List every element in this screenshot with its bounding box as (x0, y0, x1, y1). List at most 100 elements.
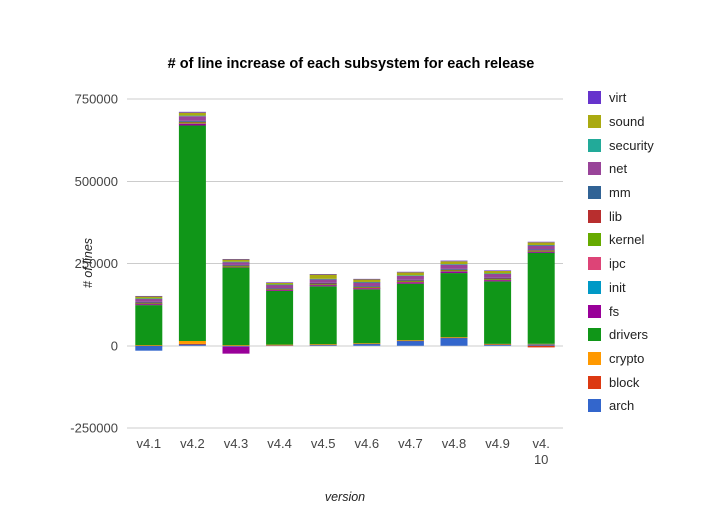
bar-segment-drivers (396, 283, 424, 341)
bar-segment-virt (440, 260, 468, 262)
bar-segment-sound (266, 282, 294, 285)
bar-segment-mm (266, 288, 294, 289)
bar-segment-ipc (309, 284, 337, 286)
chart-legend: virt sound security net mm lib kernel ipc init fs… (588, 86, 654, 418)
legend-swatch-mm (588, 186, 601, 200)
legend-label: kernel (609, 232, 645, 248)
bar-segment-mm (353, 285, 381, 287)
bar-segment-arch (353, 343, 381, 346)
bar-segment-fs (266, 289, 294, 292)
bar-segment-security (135, 298, 163, 300)
bar-segment-security (178, 115, 206, 117)
x-tick-label: v4. (533, 436, 550, 451)
bar-segment-kernel (222, 265, 250, 267)
bar-segment-fs (222, 346, 250, 354)
bar-segment-virt (527, 241, 555, 243)
bar-segment-ipc (440, 271, 468, 272)
bar-segment-lib (353, 286, 381, 288)
bar-segment-sound (353, 279, 381, 282)
legend-label: sound (609, 114, 645, 130)
bar-segment-kernel (135, 302, 163, 304)
bar-segment-mm (440, 268, 468, 270)
legend-label: arch (609, 398, 635, 414)
bar-segment-kernel (440, 270, 468, 272)
bar-segment-crypto (396, 340, 424, 341)
bar-segment-lib (396, 280, 424, 282)
bar-segment-arch (440, 337, 468, 346)
bar-segment-kernel (484, 278, 512, 280)
chart-title: # of line increase of each subsystem for… (167, 56, 535, 72)
bar-segment-arch (527, 344, 555, 346)
bar-segment-mm (396, 279, 424, 281)
bar-segment-crypto (527, 343, 555, 345)
bar-segment-sound (440, 261, 468, 265)
bar-segment-virt (484, 270, 512, 272)
bar-segment-arch (309, 344, 337, 346)
bar-segment-fs (135, 303, 163, 306)
bar-segment-lib (266, 288, 294, 290)
legend-label: net (609, 161, 628, 177)
bar-segment-lib (527, 250, 555, 251)
bar-segment-crypto (266, 344, 294, 346)
bar-segment-security (396, 275, 424, 276)
legend-item-arch: arch (588, 394, 654, 418)
bar-segment-sound (135, 296, 163, 299)
bar-segment-mm (135, 301, 163, 303)
x-tick-label: v4.3 (224, 436, 249, 451)
bar-segment-sound (178, 112, 206, 116)
bar-segment-arch (484, 344, 512, 346)
legend-swatch-net (588, 162, 601, 176)
bar-segment-kernel (266, 288, 294, 290)
legend-label: fs (609, 303, 620, 319)
bar-segment-lib (178, 121, 206, 123)
bar-segment-mm (527, 249, 555, 251)
legend-swatch-init (588, 280, 601, 294)
legend-item-block: block (588, 370, 654, 394)
x-tick-label: v4.2 (180, 436, 205, 451)
bar-segment-net (266, 284, 294, 289)
bar-segment-net (135, 298, 163, 302)
legend-label: drivers (609, 327, 649, 343)
legend-label: ipc (609, 256, 626, 272)
bar-segment-net (222, 262, 250, 265)
bar-segment-ipc (178, 123, 206, 124)
bar-segment-fs (396, 282, 424, 284)
bar-segment-ipc (222, 266, 250, 268)
bar-segment-ipc (484, 279, 512, 281)
bar-segment-crypto (353, 343, 381, 344)
bar-segment-fs (440, 271, 468, 274)
bar-segment-virt (309, 274, 337, 275)
x-axis-label: version (324, 490, 366, 504)
bar-segment-fs (353, 288, 381, 290)
bar-segment-crypto (135, 345, 163, 346)
bar-segment-sound (484, 270, 512, 274)
bar-segment-mm (484, 277, 512, 279)
legend-label: block (609, 374, 640, 390)
legend-swatch-crypto (588, 351, 601, 365)
legend-item-net: net (588, 157, 654, 181)
bar-segment-ipc (396, 281, 424, 283)
legend-item-init: init (588, 276, 654, 300)
bar-segment-drivers (222, 266, 250, 346)
bar-segment-sound (222, 259, 250, 262)
legend-swatch-block (588, 375, 601, 389)
x-tick-label: v4.6 (355, 436, 380, 451)
legend-swatch-ipc (588, 257, 601, 271)
bar-segment-fs (309, 284, 337, 287)
legend-label: lib (609, 208, 623, 224)
legend-item-sound: sound (588, 110, 654, 134)
bar-segment-net (527, 245, 555, 250)
legend-swatch-lib (588, 209, 601, 223)
bar-segment-net (484, 273, 512, 278)
bar-segment-block (178, 343, 206, 345)
bar-segment-ipc (353, 287, 381, 289)
bar-segment-drivers (527, 253, 555, 344)
bar-segment-arch (396, 340, 424, 346)
bar-segment-security (353, 281, 381, 283)
legend-item-crypto: crypto (588, 347, 654, 371)
bar-segment-lib (135, 302, 163, 304)
bar-segment-drivers (353, 289, 381, 344)
legend-label: crypto (609, 350, 645, 366)
